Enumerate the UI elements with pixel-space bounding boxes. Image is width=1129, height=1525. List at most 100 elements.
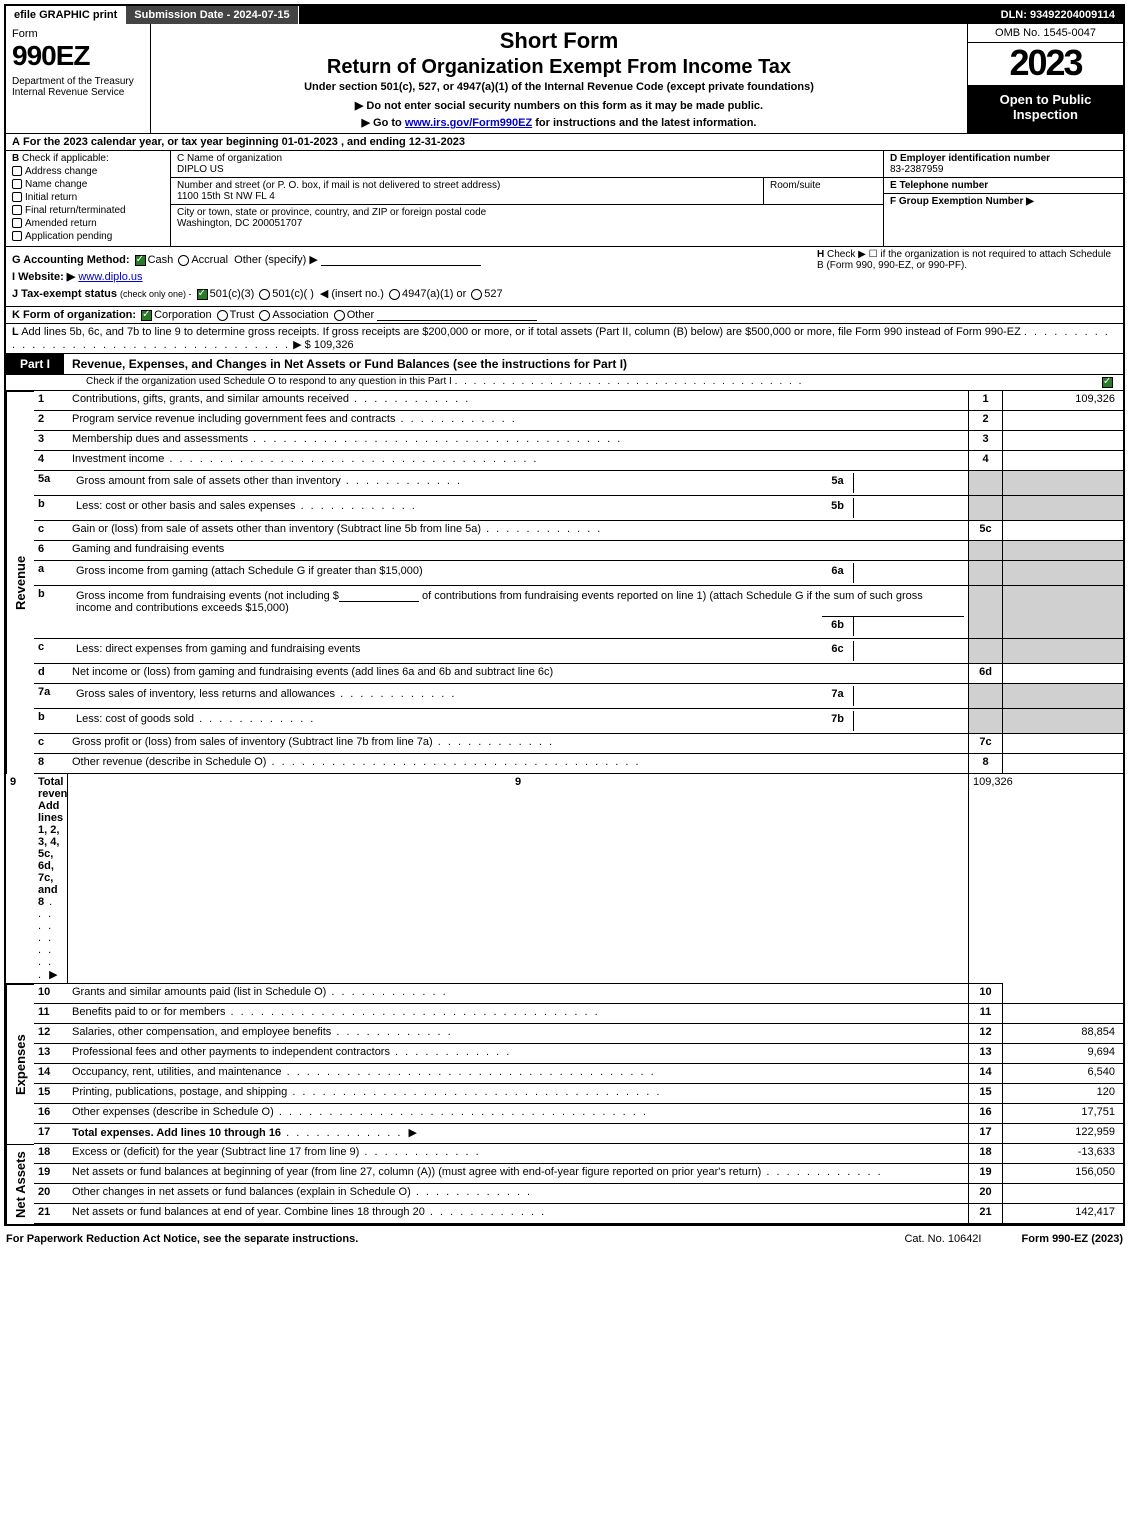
- line-6-col-shaded: [969, 541, 1003, 561]
- website-link[interactable]: www.diplo.us: [78, 271, 142, 283]
- expenses-vertical-label: Expenses: [6, 984, 34, 1144]
- checkbox-address-change[interactable]: [12, 166, 22, 176]
- line-3-amount: [1003, 431, 1123, 451]
- f-label: F Group Exemption Number ▶: [884, 193, 1123, 209]
- cash-label: Cash: [148, 254, 174, 266]
- footer-form-number: 990-EZ: [1052, 1233, 1088, 1245]
- line-7a-subamt[interactable]: [854, 686, 964, 706]
- checkbox-other-org[interactable]: [334, 310, 345, 321]
- checkbox-accrual[interactable]: [178, 255, 189, 266]
- line-10-col: 10: [969, 984, 1003, 1004]
- line-15-col: 15: [969, 1084, 1003, 1104]
- line-15-amount: 120: [1003, 1084, 1123, 1104]
- line-5a-col-shaded: [969, 471, 1003, 496]
- checkbox-application-pending[interactable]: [12, 231, 22, 241]
- line-7b-subamt[interactable]: [854, 711, 964, 731]
- line-7c-num: c: [34, 734, 68, 754]
- checkbox-501c3-checked[interactable]: [197, 289, 208, 300]
- j-insert: (insert no.): [331, 288, 384, 300]
- line-6d-col: 6d: [969, 664, 1003, 684]
- line-5b-desc: Less: cost or other basis and sales expe…: [68, 496, 969, 521]
- footer-form-suffix: (2023): [1088, 1233, 1123, 1245]
- checkbox-initial-return[interactable]: [12, 192, 22, 202]
- line-11-amount: [1003, 1004, 1123, 1024]
- addr-label: Number and street (or P. O. box, if mail…: [177, 180, 757, 191]
- line-6c-desc: Less: direct expenses from gaming and fu…: [68, 639, 969, 664]
- line-6c-sublabel: 6c: [822, 641, 854, 661]
- line-6c-subamt[interactable]: [854, 641, 964, 661]
- line-6b-amt-shaded: [1003, 586, 1123, 639]
- section-ghij: H Check ▶ ☐ if the organization is not r…: [6, 247, 1123, 307]
- irs-link[interactable]: www.irs.gov/Form990EZ: [405, 117, 532, 129]
- line-14-desc: Occupancy, rent, utilities, and maintena…: [68, 1064, 969, 1084]
- line-6b-desc: Gross income from fundraising events (no…: [68, 586, 969, 639]
- line-6b-amount-field[interactable]: [339, 590, 419, 602]
- c-address-block: Number and street (or P. O. box, if mail…: [171, 178, 763, 204]
- checkbox-schedule-o-checked[interactable]: [1102, 377, 1113, 388]
- line-5c-desc: Gain or (loss) from sale of assets other…: [68, 521, 969, 541]
- dln-number: DLN: 93492204009114: [993, 6, 1123, 24]
- line-5a-subamt[interactable]: [854, 473, 964, 493]
- part1-title: Revenue, Expenses, and Changes in Net As…: [64, 354, 1123, 374]
- line-14-num: 14: [34, 1064, 68, 1084]
- other-specify-field[interactable]: [321, 254, 481, 266]
- h-schedule-b-note: H Check ▶ ☐ if the organization is not r…: [817, 249, 1117, 271]
- arrow-icon: [405, 1127, 419, 1139]
- line-13-desc: Professional fees and other payments to …: [68, 1044, 969, 1064]
- line-1-num: 1: [34, 391, 68, 411]
- line-8-amount: [1003, 754, 1123, 774]
- line-16-amount: 17,751: [1003, 1104, 1123, 1124]
- open-to-public-badge: Open to Public Inspection: [968, 86, 1123, 133]
- checkbox-trust[interactable]: [217, 310, 228, 321]
- ein-value: 83-2387959: [890, 164, 1117, 175]
- c-name-block: C Name of organization DIPLO US: [171, 151, 883, 178]
- line-12-num: 12: [34, 1024, 68, 1044]
- checkbox-name-change[interactable]: [12, 179, 22, 189]
- checkbox-corporation-checked[interactable]: [141, 310, 152, 321]
- efile-print-label[interactable]: efile GRAPHIC print: [6, 6, 126, 24]
- line-21-num: 21: [34, 1204, 68, 1224]
- checkbox-4947[interactable]: [389, 289, 400, 300]
- expenses-grid: Expenses 10 Grants and similar amounts p…: [6, 984, 1123, 1144]
- line-13-amount: 9,694: [1003, 1044, 1123, 1064]
- checkbox-final-return[interactable]: [12, 205, 22, 215]
- other-label: Other (specify) ▶: [234, 254, 318, 266]
- line-5b-text: Less: cost or other basis and sales expe…: [72, 498, 822, 518]
- checkbox-association[interactable]: [259, 310, 270, 321]
- line-3-desc: Membership dues and assessments: [68, 431, 969, 451]
- checkbox-501c[interactable]: [259, 289, 270, 300]
- j-501c: 501(c)( ): [272, 288, 314, 300]
- line-7b-amt-shaded: [1003, 709, 1123, 734]
- i-label: I Website: ▶: [12, 271, 75, 283]
- line-20-desc: Other changes in net assets or fund bala…: [68, 1184, 969, 1204]
- header-left: Form 990EZ Department of the Treasury In…: [6, 24, 151, 133]
- line-17-col: 17: [969, 1124, 1003, 1144]
- h-text: Check ▶ ☐ if the organization is not req…: [817, 249, 1111, 271]
- d-label: D Employer identification number: [890, 153, 1117, 164]
- line-4-num: 4: [34, 451, 68, 471]
- line-1-desc: Contributions, gifts, grants, and simila…: [68, 391, 969, 411]
- line-5b-subamt[interactable]: [854, 498, 964, 518]
- line-4-text: Investment income: [72, 453, 164, 465]
- insert-arrow-icon: [317, 288, 331, 300]
- line-7b-sublabel: 7b: [822, 711, 854, 731]
- line-6d-num: d: [34, 664, 68, 684]
- j-tax-exempt-line: J Tax-exempt status (check only one) - 5…: [12, 287, 1117, 300]
- line-7c-col: 7c: [969, 734, 1003, 754]
- line-20-amount: [1003, 1184, 1123, 1204]
- j-4947: 4947(a)(1) or: [402, 288, 466, 300]
- checkbox-cash-checked[interactable]: [135, 255, 146, 266]
- line-8-num: 8: [34, 754, 68, 774]
- line-6b-subamt[interactable]: [854, 616, 964, 636]
- line-6a-subamt[interactable]: [854, 563, 964, 583]
- checkbox-amended-return[interactable]: [12, 218, 22, 228]
- line-6b-col-shaded: [969, 586, 1003, 639]
- part1-header: Part I Revenue, Expenses, and Changes in…: [6, 354, 1123, 375]
- k-other-field[interactable]: [377, 309, 537, 321]
- form-header: Form 990EZ Department of the Treasury In…: [6, 24, 1123, 134]
- checkbox-527[interactable]: [471, 289, 482, 300]
- line-9-col: 9: [68, 774, 969, 984]
- line-1-text: Contributions, gifts, grants, and simila…: [72, 393, 349, 405]
- line-9-amount: 109,326: [969, 774, 1003, 984]
- line-5a-amt-shaded: [1003, 471, 1123, 496]
